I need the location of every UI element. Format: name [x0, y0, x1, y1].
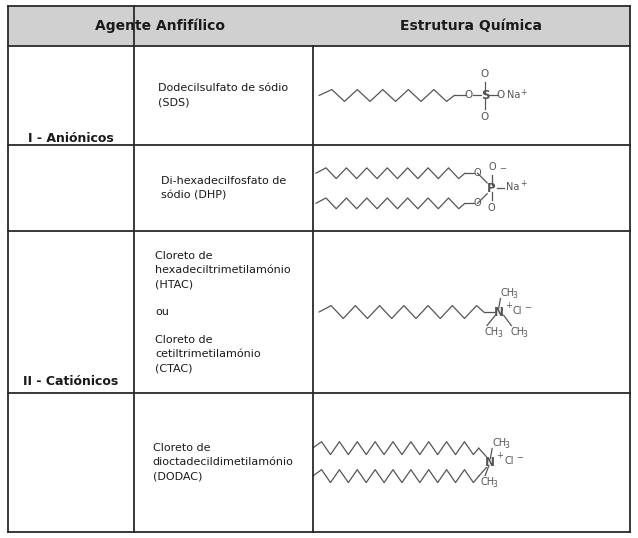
Text: CH: CH: [500, 287, 515, 298]
Text: −: −: [500, 164, 507, 173]
Text: 3: 3: [523, 330, 528, 339]
Text: +: +: [505, 301, 512, 310]
Text: N: N: [494, 306, 503, 318]
Text: Na: Na: [507, 90, 521, 101]
Text: Agente Anfifílico: Agente Anfifílico: [95, 19, 225, 33]
Text: Estrutura Química: Estrutura Química: [401, 19, 542, 33]
Text: Cloreto de
dioctadecildimetilamónio
(DODAC): Cloreto de dioctadecildimetilamónio (DOD…: [153, 443, 293, 481]
Text: 3: 3: [497, 330, 502, 339]
Text: Cloreto de
hexadeciltrimetilamónio
(HTAC)

ou

Cloreto de
cetiltrimetilamónio
(C: Cloreto de hexadeciltrimetilamónio (HTAC…: [156, 251, 291, 373]
Text: S: S: [480, 89, 489, 102]
Text: I - Aniónicos: I - Aniónicos: [28, 132, 114, 145]
Text: CH: CH: [492, 437, 507, 448]
Text: O: O: [474, 199, 482, 208]
Text: Na: Na: [506, 182, 519, 192]
Text: II - Catiónicos: II - Catiónicos: [23, 375, 119, 388]
Text: 3: 3: [512, 291, 517, 300]
Text: O: O: [474, 168, 482, 178]
Text: 3: 3: [504, 441, 509, 450]
Text: Di-hexadecilfosfato de
sódio (DHP): Di-hexadecilfosfato de sódio (DHP): [161, 176, 286, 200]
Text: O: O: [497, 90, 505, 101]
Text: CH: CH: [484, 327, 499, 337]
Text: 3: 3: [493, 480, 498, 490]
Text: P: P: [487, 182, 496, 195]
Text: O: O: [464, 90, 472, 101]
Text: Dodecilsulfato de sódio
(SDS): Dodecilsulfato de sódio (SDS): [158, 83, 288, 108]
Text: −: −: [516, 454, 523, 462]
Bar: [8, 6, 630, 46]
Text: +: +: [520, 180, 526, 188]
Text: O: O: [488, 203, 496, 214]
Text: Cl: Cl: [512, 306, 522, 316]
Text: −: −: [524, 303, 531, 312]
Text: O: O: [481, 69, 489, 79]
Text: CH: CH: [510, 327, 524, 337]
Text: O: O: [481, 112, 489, 122]
Text: +: +: [496, 451, 503, 460]
Text: O: O: [489, 162, 496, 172]
Text: CH: CH: [480, 477, 494, 487]
Text: N: N: [486, 456, 495, 469]
Text: Cl: Cl: [504, 456, 514, 466]
Text: +: +: [521, 88, 527, 97]
